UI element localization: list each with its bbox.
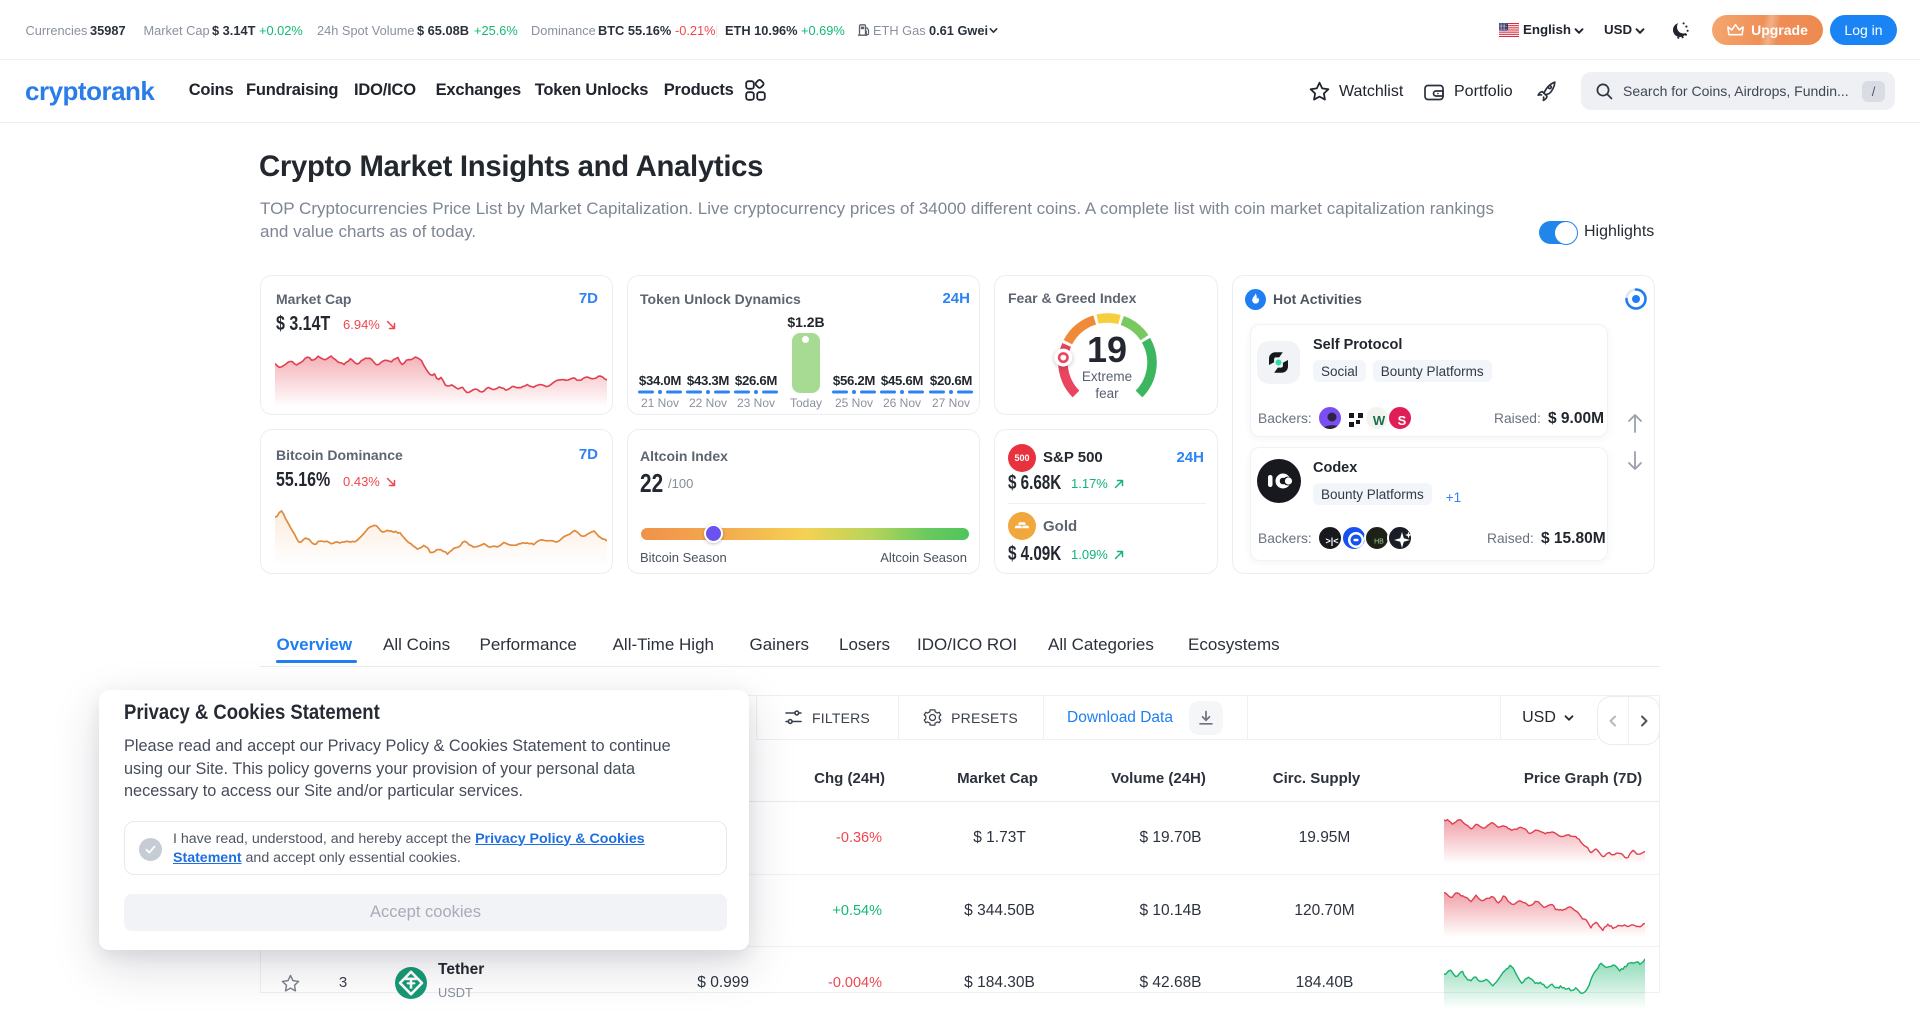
svg-text:HB: HB: [1374, 539, 1384, 546]
svg-text:W: W: [1373, 413, 1386, 428]
svg-text:>|<: >|<: [1325, 536, 1338, 546]
svg-text:S: S: [1398, 413, 1407, 428]
